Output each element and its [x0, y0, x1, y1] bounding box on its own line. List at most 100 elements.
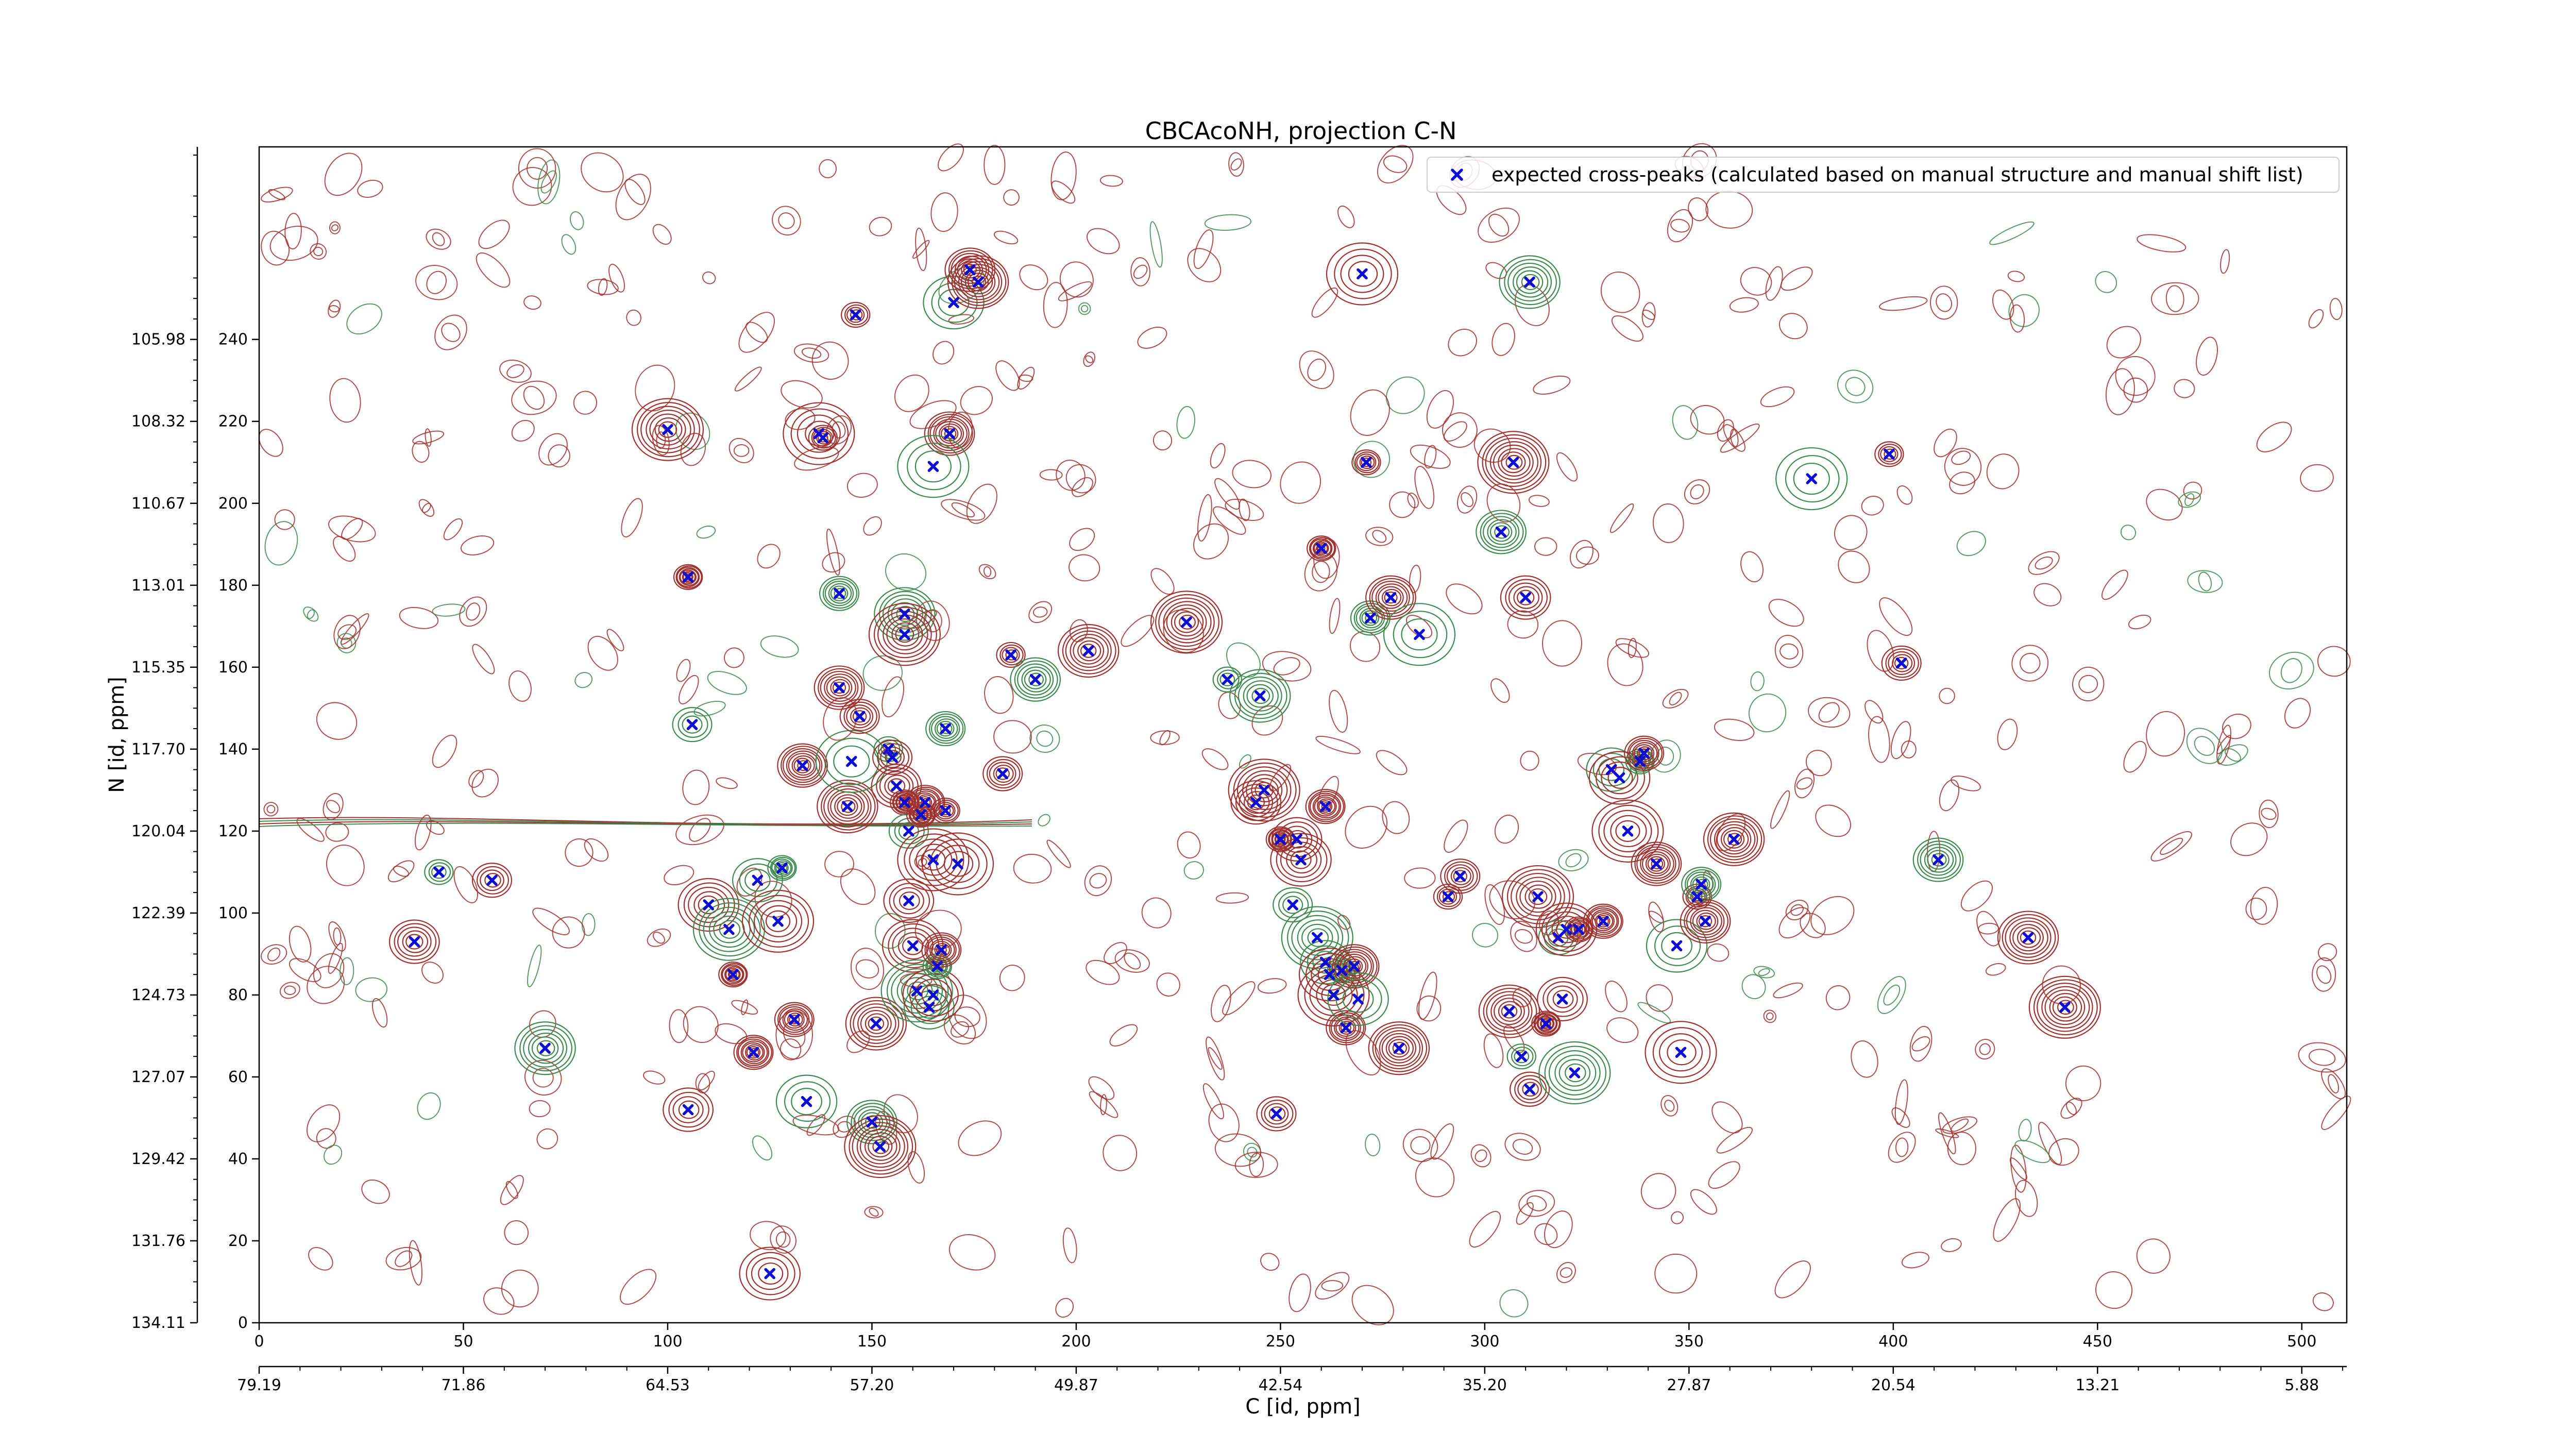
peak-contour	[1312, 795, 1340, 819]
noise-contour	[1861, 496, 1884, 516]
noise-contour	[1039, 469, 1063, 481]
noise-contour	[951, 502, 975, 518]
peak-contour	[431, 865, 447, 879]
peak-contour	[927, 414, 973, 454]
cross-peak-marker	[686, 719, 698, 730]
noise-contour	[1711, 1101, 1743, 1134]
peak-contour	[1326, 242, 1399, 306]
cross-peak-marker	[846, 755, 857, 767]
peak-contour	[929, 938, 955, 962]
cross-peak-marker	[1250, 797, 1262, 808]
peak-contour	[1383, 603, 1456, 666]
cross-peak-marker	[1005, 649, 1016, 661]
peak-contour	[834, 794, 862, 819]
peak-contour	[1334, 949, 1374, 984]
peak-contour	[891, 968, 943, 1014]
peak-contour	[2033, 979, 2098, 1036]
noise-contour	[1911, 1036, 1930, 1052]
peak-contour	[1174, 611, 1199, 633]
noise-contour	[1934, 428, 1957, 458]
noise-contour	[1895, 1137, 1909, 1157]
noise-contour	[941, 499, 986, 521]
noise-contour	[912, 240, 930, 259]
peak-contour	[1486, 991, 1533, 1032]
peak-contour	[1371, 581, 1410, 615]
peak-contour	[1686, 904, 1725, 938]
peak-contour	[402, 930, 429, 953]
peak-contour	[1483, 987, 1537, 1035]
noise-contour	[1430, 1123, 1454, 1160]
peak-contour	[1645, 1021, 1717, 1084]
y-ppm-tick-label: 113.01	[131, 577, 185, 595]
noise-contour	[325, 822, 349, 842]
cross-peak-marker	[919, 797, 931, 808]
noise-contour	[1656, 746, 1674, 766]
noise-contour	[1089, 873, 1107, 889]
cross-peak-marker	[1361, 457, 1372, 468]
peak-contour	[1537, 976, 1588, 1021]
peak-contour	[921, 832, 994, 896]
peak-contour	[897, 828, 970, 891]
peak-contour	[1494, 525, 1510, 539]
x-ppm-tick-label: 20.54	[1871, 1376, 1916, 1394]
peak-contour	[1010, 657, 1061, 702]
noise-contour	[1605, 980, 1628, 1013]
noise-contour	[915, 227, 927, 272]
peak-contour	[1516, 270, 1544, 294]
noise-contour	[2321, 1068, 2346, 1100]
peak-contour	[860, 1009, 892, 1038]
noise-contour	[1442, 412, 1478, 448]
noise-contour	[1741, 974, 1766, 1000]
peak-contour	[1306, 953, 1355, 997]
cross-peak-marker	[703, 899, 715, 911]
noise-contour	[1939, 779, 1960, 812]
noise-contour	[1494, 815, 1519, 844]
noise-contour	[1150, 568, 1175, 595]
peak-contour	[1521, 274, 1540, 291]
peak-contour	[1667, 1039, 1697, 1066]
peak-contour	[1927, 850, 1950, 870]
noise-contour	[1141, 897, 1172, 929]
noise-contour	[2178, 491, 2201, 508]
peak-contour	[1487, 519, 1517, 545]
y-index-tick-label: 40	[228, 1150, 248, 1168]
peak-contour	[1308, 790, 1344, 822]
cross-peak-marker	[883, 744, 894, 755]
peak-contour	[849, 1118, 913, 1175]
noise-contour	[1088, 1076, 1115, 1100]
peak-contour	[789, 1015, 800, 1024]
peak-contour	[1440, 858, 1481, 894]
noise-contour	[316, 702, 358, 740]
peak-contour	[1271, 817, 1323, 862]
cross-peak-marker	[866, 1116, 878, 1128]
noise-contour	[261, 187, 293, 203]
noise-contour	[1056, 460, 1086, 491]
noise-contour	[1051, 180, 1076, 204]
cross-peak-marker	[752, 874, 764, 886]
peak-contour	[1881, 645, 1922, 681]
noise-contour	[1577, 752, 1617, 776]
peak-contour	[873, 606, 937, 662]
peak-contour	[1543, 981, 1584, 1017]
peak-contour	[817, 780, 878, 834]
peak-contour	[1314, 796, 1337, 817]
noise-contour	[2316, 965, 2332, 984]
peak-contour	[1680, 899, 1731, 943]
peak-contour	[1014, 660, 1058, 699]
noise-contour	[395, 1250, 413, 1267]
peak-contour	[824, 673, 856, 702]
noise-contour	[1149, 221, 1163, 268]
noise-contour	[1774, 634, 1804, 668]
noise-contour	[1456, 485, 1478, 514]
peak-contour	[1327, 972, 1389, 1026]
peak-contour	[944, 428, 957, 440]
cross-peak-marker	[748, 1047, 759, 1058]
x-index-tick-label: 350	[1674, 1333, 1704, 1351]
peak-contour	[1482, 434, 1547, 491]
peak-contour	[1256, 1096, 1297, 1132]
noise-contour	[1565, 853, 1582, 868]
noise-contour	[793, 343, 829, 363]
noise-contour	[1808, 697, 1851, 728]
peak-contour	[758, 1262, 784, 1285]
peak-contour	[1212, 666, 1243, 693]
